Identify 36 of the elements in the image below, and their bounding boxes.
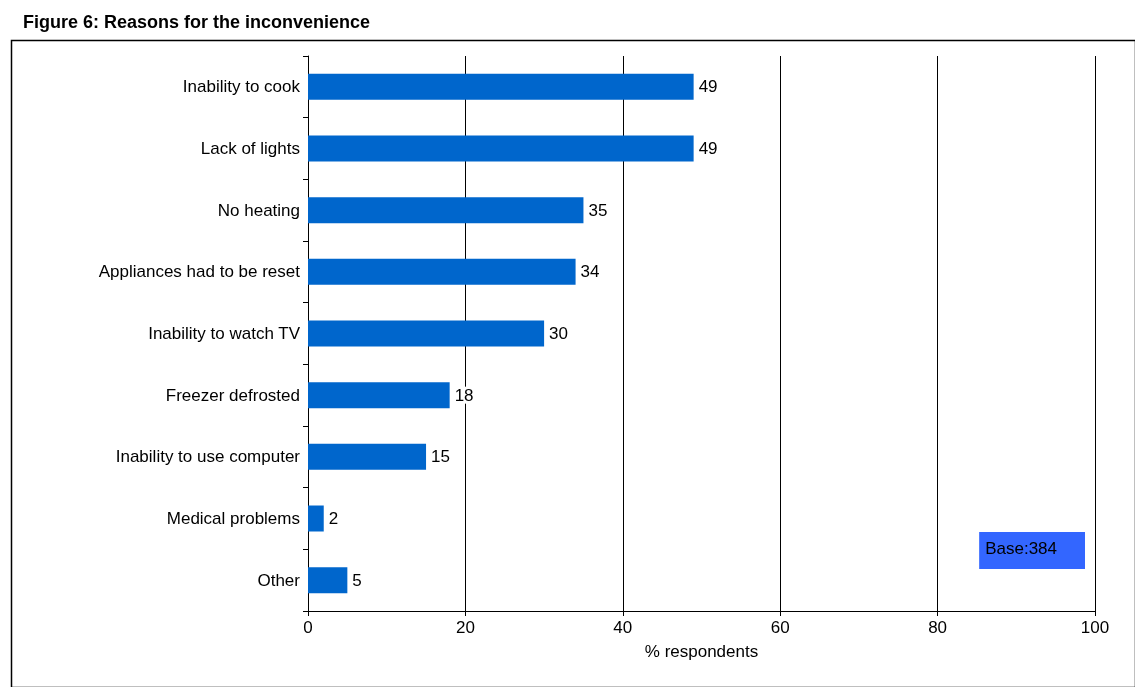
x-tick-label: 40 — [613, 618, 633, 637]
bar — [308, 135, 694, 162]
bar — [308, 320, 545, 347]
data-label: 49 — [698, 139, 718, 158]
data-label: 30 — [549, 324, 569, 343]
x-tick-label: 60 — [770, 618, 790, 637]
data-label: 18 — [454, 385, 474, 405]
y-tick-label: No heating — [217, 200, 300, 220]
y-tick-label: Appliances had to be reset — [98, 262, 301, 282]
x-axis-title: % respondents — [644, 642, 759, 661]
data-label: 34 — [580, 262, 600, 282]
y-tick-label: Medical problems — [166, 509, 300, 528]
y-tick-label: Freezer defrosted — [165, 385, 300, 405]
y-tick-label: Inability to cook — [182, 77, 301, 97]
data-label: 2 — [328, 509, 339, 528]
chart-title: Figure 6: Reasons for the inconvenience — [23, 12, 371, 32]
bar — [308, 258, 576, 285]
y-tick-label: Other — [257, 570, 301, 590]
y-tick-label: Inability to watch TV — [148, 324, 301, 343]
bar — [308, 567, 348, 594]
x-tick-label: 0 — [303, 618, 313, 637]
bar — [308, 197, 584, 224]
x-tick-label: 20 — [455, 618, 475, 637]
y-tick-label: Inability to use computer — [115, 447, 301, 467]
bar — [308, 443, 427, 470]
data-label: 49 — [698, 77, 718, 97]
data-label: 35 — [588, 200, 608, 220]
data-label: 15 — [431, 447, 450, 467]
bar — [308, 505, 324, 532]
annotation: Base:384 — [985, 539, 1058, 558]
x-tick-label: 100 — [1080, 618, 1110, 637]
y-tick-label: Lack of lights — [200, 139, 300, 158]
bar — [308, 382, 450, 409]
x-tick-label: 80 — [928, 618, 948, 637]
data-label: 5 — [352, 570, 362, 590]
bar — [308, 73, 694, 100]
